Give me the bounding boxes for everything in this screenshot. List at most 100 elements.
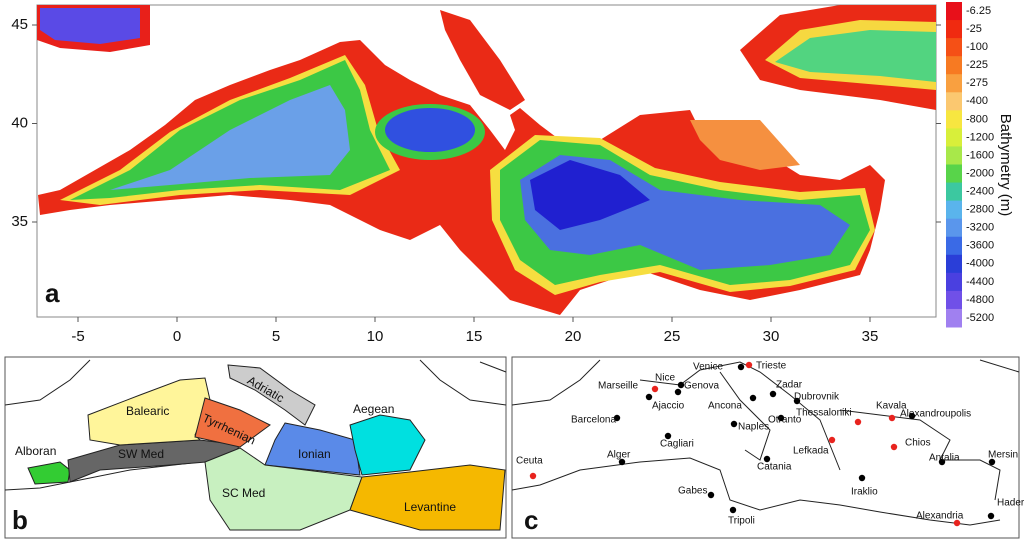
colorbar-swatch [946, 164, 962, 184]
city-marker [890, 443, 898, 451]
colorbar-label: -2800 [966, 204, 994, 216]
colorbar-swatch [946, 236, 962, 256]
colorbar-swatch [946, 200, 962, 220]
colorbar-swatch [946, 182, 962, 202]
colorbar-label: -25 [966, 23, 982, 35]
city-label: Trieste [756, 361, 787, 372]
city-marker [645, 393, 653, 401]
city-marker [858, 474, 866, 482]
city-marker [953, 519, 961, 527]
colorbar-swatch [946, 308, 962, 328]
panel-label: c [524, 505, 538, 535]
city-label: Tripoli [728, 516, 755, 527]
y-tick-label: 40 [11, 114, 28, 131]
city-label: Cagliari [660, 439, 694, 450]
x-tick-label: 0 [173, 328, 181, 345]
city-marker [674, 388, 682, 396]
colorbar-label: -100 [966, 41, 988, 53]
panel-label: b [12, 505, 28, 535]
sea-area [40, 8, 140, 44]
sea-area [775, 30, 936, 82]
city-label: Venice [693, 362, 723, 373]
city-marker [729, 506, 737, 514]
city-label: Dubrovnik [794, 392, 840, 403]
colorbar-swatch [946, 56, 962, 75]
city-label: Chios [905, 438, 931, 449]
city-label: Ceuta [516, 456, 543, 467]
coastline [4, 359, 507, 491]
x-tick-label: 5 [272, 328, 280, 345]
region [227, 364, 316, 426]
colorbar-label: -4400 [966, 276, 994, 288]
city-marker [664, 432, 672, 440]
city-label: Mersin [988, 450, 1018, 461]
colorbar-swatch [946, 128, 962, 147]
city-marker [529, 472, 537, 480]
colorbar-label: -4800 [966, 294, 994, 306]
city-label: Ajaccio [652, 401, 685, 412]
sea-area [530, 160, 650, 230]
colorbar-swatch [946, 2, 962, 21]
colorbar-title: Bathymetry (m) [997, 114, 1014, 217]
city-marker [987, 512, 995, 520]
city-label: Antalia [929, 453, 960, 464]
city-label: Iraklio [851, 487, 878, 498]
city-marker [749, 394, 757, 402]
region [349, 414, 426, 476]
colorbar-swatch [946, 254, 962, 274]
colorbar-label: -2000 [966, 167, 994, 179]
city-marker [763, 455, 771, 463]
bathymetry-map: a [36, 4, 937, 318]
city-label: Genova [684, 381, 719, 392]
sea-area [385, 108, 475, 152]
city-label: Nice [655, 373, 675, 384]
colorbar: Bathymetry (m) -6.25 -25 -100 -225 -275 -400 -… [946, 2, 1014, 328]
colorbar-label: -2400 [966, 185, 994, 197]
city-label: Marseille [598, 381, 638, 392]
colorbar-swatch [946, 38, 962, 57]
region-label: SC Med [222, 486, 265, 500]
colorbar-swatch [946, 272, 962, 292]
colorbar-swatch [946, 146, 962, 165]
colorbar-label: -3200 [966, 222, 994, 234]
x-tick-label: 10 [367, 328, 384, 345]
city-label: Zadar [776, 380, 803, 391]
colorbar-label: -1600 [966, 149, 994, 161]
cities-map: c Marseille Nice Venice Trieste Genova Zadar A… [511, 356, 1024, 539]
city-label: Naples [738, 422, 769, 433]
regions-map: Alboran SW Med Balearic Tyrrhenian Adria… [4, 356, 507, 539]
city-label: Kavala [876, 401, 907, 412]
colorbar-swatch [946, 92, 962, 111]
sea-area [110, 85, 350, 190]
city-marker [613, 414, 621, 422]
city-label: Thessaloniki [796, 408, 852, 419]
colorbar-label: -3600 [966, 240, 994, 252]
city-label: Gabes [678, 486, 707, 497]
colorbar-label: -1200 [966, 131, 994, 143]
city-marker [730, 420, 738, 428]
city-marker [651, 385, 659, 393]
colorbar-swatch [946, 110, 962, 129]
city-label: Ancona [708, 401, 742, 412]
y-tick-label: 45 [11, 16, 28, 33]
sea-area [690, 120, 800, 170]
city-marker [888, 414, 896, 422]
city-marker [908, 412, 916, 420]
city-label: Alexandroupolis [900, 409, 971, 420]
colorbar-label: -275 [966, 77, 988, 89]
city-marker [988, 458, 996, 466]
region-label: Balearic [126, 404, 169, 418]
city-marker [618, 458, 626, 466]
x-tick-label: -5 [71, 328, 84, 345]
x-tick-label: 15 [466, 328, 483, 345]
x-tick-label: 30 [763, 328, 780, 345]
region-label: Alboran [15, 444, 56, 458]
x-tick-label: 20 [565, 328, 582, 345]
colorbar-label: -225 [966, 59, 988, 71]
colorbar-swatch [946, 20, 962, 39]
region [264, 422, 361, 476]
region [349, 464, 506, 531]
city-marker [745, 361, 753, 369]
city-marker [769, 390, 777, 398]
